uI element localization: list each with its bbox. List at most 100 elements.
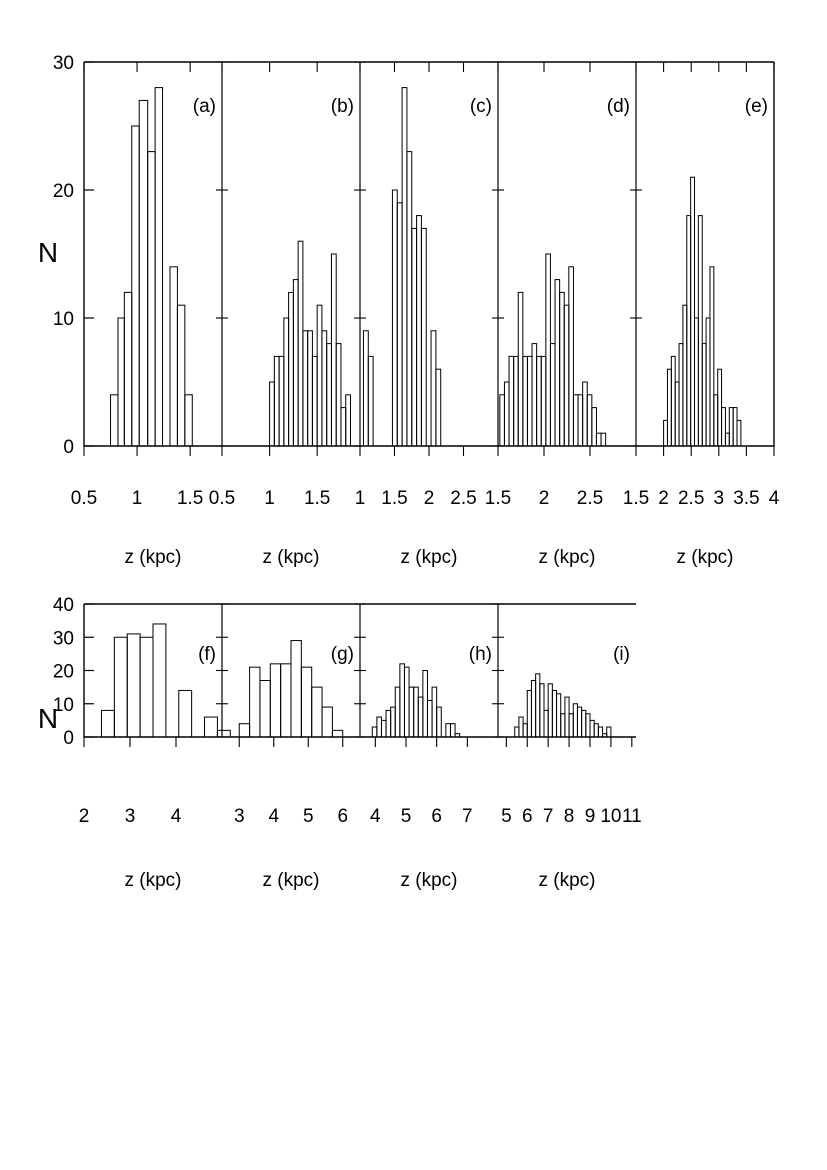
histogram-bar xyxy=(522,355,528,447)
histogram-bar xyxy=(690,176,696,447)
histogram-bar xyxy=(589,719,595,738)
histogram-bar xyxy=(539,683,545,738)
histogram-bar xyxy=(420,227,427,447)
x-tick-label: 7 xyxy=(462,806,473,827)
panel-label: (e) xyxy=(745,96,768,117)
histogram-bar xyxy=(292,279,299,447)
histogram-bar xyxy=(663,419,668,447)
histogram-bar xyxy=(435,368,442,447)
x-tick-label: 7 xyxy=(543,806,554,827)
histogram-bar xyxy=(560,713,566,738)
histogram-bar xyxy=(536,355,542,447)
histogram-bar xyxy=(169,266,178,447)
histogram-bar xyxy=(582,381,588,447)
histogram-bar xyxy=(436,706,442,738)
x-tick-label: 2.5 xyxy=(577,488,603,509)
histogram-bar xyxy=(535,673,541,738)
histogram-bar xyxy=(514,726,520,738)
histogram-bar xyxy=(572,394,579,447)
histogram-bar xyxy=(390,706,396,738)
histogram-bar xyxy=(131,125,140,447)
panel-label: (c) xyxy=(470,96,492,117)
histogram-bar xyxy=(549,343,556,447)
y-tick-label: 0 xyxy=(63,728,74,749)
histogram-bar xyxy=(606,726,612,738)
histogram-bar xyxy=(362,330,369,447)
histogram-bar xyxy=(152,623,167,738)
histogram-bar xyxy=(499,394,505,447)
x-axis-label: z (kpc) xyxy=(125,870,182,891)
x-tick-label: 1.5 xyxy=(177,488,203,509)
histogram-bar xyxy=(508,355,515,447)
panel-label: (f) xyxy=(198,644,216,665)
x-tick-label: 2 xyxy=(658,488,669,509)
histogram-bar xyxy=(713,394,719,447)
x-tick-label: 4 xyxy=(171,806,182,827)
x-tick-label: 0.5 xyxy=(209,488,235,509)
histogram-bar xyxy=(543,709,549,738)
histogram-bar xyxy=(176,304,186,447)
histogram-bar xyxy=(422,670,428,738)
x-tick-label: 5 xyxy=(501,806,512,827)
y-tick-label: 20 xyxy=(53,181,74,202)
histogram-bar xyxy=(593,723,599,738)
histogram-bar xyxy=(503,381,510,447)
x-tick-label: 1 xyxy=(132,488,143,509)
panel-label: (d) xyxy=(607,96,630,117)
histogram-bar xyxy=(416,215,422,447)
histogram-bar xyxy=(709,266,715,447)
x-tick-label: 1 xyxy=(355,488,366,509)
x-tick-label: 5 xyxy=(303,806,314,827)
histogram-bar xyxy=(330,253,337,447)
histogram-bar xyxy=(401,87,408,447)
x-tick-label: 4 xyxy=(370,806,381,827)
histogram-bar xyxy=(321,706,333,738)
histogram-bar xyxy=(280,663,292,738)
histogram-bar xyxy=(288,291,294,447)
histogram-bar xyxy=(345,394,351,447)
histogram-bar xyxy=(547,683,553,738)
histogram-bar xyxy=(184,394,193,447)
histogram-bar xyxy=(728,407,734,447)
histogram-bar xyxy=(399,663,405,738)
x-tick-label: 4 xyxy=(769,488,780,509)
y-axis-label: N xyxy=(38,237,58,268)
histogram-bar xyxy=(595,432,602,447)
x-tick-label: 5 xyxy=(401,806,412,827)
x-axis-label: z (kpc) xyxy=(539,547,596,568)
histogram-bar xyxy=(311,355,318,447)
histogram-bar xyxy=(110,394,119,447)
histogram-bar xyxy=(445,723,451,738)
histogram-bar xyxy=(736,419,742,447)
x-tick-label: 3 xyxy=(714,488,725,509)
histogram-bar xyxy=(411,227,418,447)
histogram-bar xyxy=(307,330,313,447)
histogram-bar xyxy=(126,633,141,738)
histogram-bar xyxy=(721,407,726,447)
histogram-bar xyxy=(517,291,524,447)
x-tick-label: 3 xyxy=(125,806,136,827)
histogram-bar xyxy=(113,636,128,738)
histogram-bar xyxy=(697,215,703,447)
histogram-bar xyxy=(273,355,280,447)
histogram-bar xyxy=(568,266,574,447)
histogram-bar xyxy=(249,666,261,738)
histogram-bar xyxy=(326,343,332,447)
histogram-bar xyxy=(694,317,699,447)
histogram-bar xyxy=(701,343,707,447)
histogram-bar xyxy=(178,689,193,738)
y-tick-label: 0 xyxy=(63,437,74,458)
x-tick-label: 2 xyxy=(539,488,550,509)
histogram-bar xyxy=(431,686,438,738)
y-tick-label: 20 xyxy=(53,662,74,683)
histogram-bar xyxy=(531,343,538,447)
histogram-bar xyxy=(406,151,413,447)
histogram-bar xyxy=(391,189,398,447)
histogram-bar xyxy=(290,640,302,738)
x-tick-label: 6 xyxy=(337,806,348,827)
x-axis-label: z (kpc) xyxy=(539,870,596,891)
histogram-bar xyxy=(564,696,570,738)
histogram-bar xyxy=(522,723,528,738)
histogram-bar xyxy=(724,432,730,447)
